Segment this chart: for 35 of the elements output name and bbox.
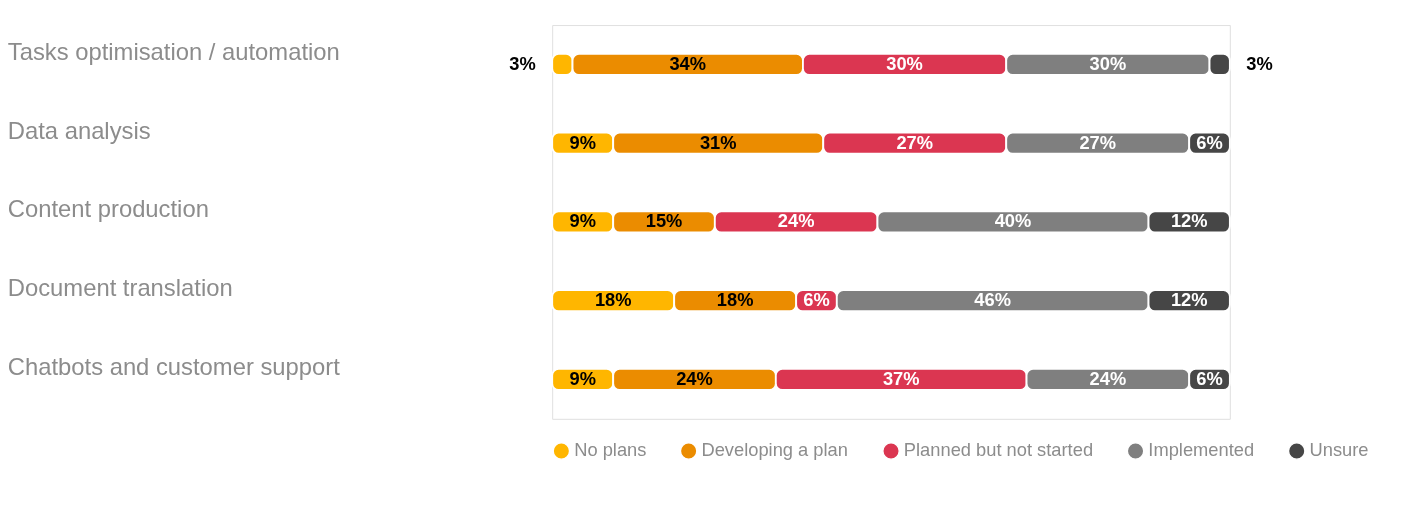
data-label: 34%	[669, 52, 707, 74]
data-label: 9%	[569, 131, 596, 153]
data-label: 24%	[1089, 367, 1127, 389]
y-tick-label: Content production	[7, 195, 209, 223]
data-label: 31%	[699, 131, 737, 153]
data-label: 30%	[1089, 52, 1127, 74]
data-label: 15%	[645, 210, 683, 232]
legend-label: Developing a plan	[701, 439, 848, 461]
data-label: 6%	[803, 289, 830, 311]
legend-label: No plans	[574, 439, 647, 461]
y-tick-label: Document translation	[7, 274, 233, 302]
data-label: 12%	[1170, 289, 1208, 311]
data-label: 3%	[509, 52, 536, 74]
data-label: 27%	[896, 131, 934, 153]
legend-label: Unsure	[1309, 439, 1369, 461]
legend-label: Planned but not started	[903, 439, 1094, 461]
data-label: 6%	[1196, 367, 1223, 389]
data-label: 46%	[974, 289, 1011, 311]
y-tick-label: Tasks optimisation / automation	[7, 37, 340, 65]
data-label: 12%	[1170, 210, 1208, 232]
data-label: 18%	[594, 289, 632, 311]
y-tick-label: Chatbots and customer support	[7, 352, 341, 380]
data-label: 6%	[1196, 131, 1223, 153]
data-label: 40%	[994, 210, 1032, 232]
data-label: 27%	[1079, 131, 1117, 153]
data-label: 9%	[569, 210, 596, 232]
y-tick-label: Data analysis	[7, 116, 151, 144]
data-label: 3%	[1246, 52, 1273, 74]
data-label: 24%	[676, 367, 713, 389]
data-label: 9%	[569, 367, 596, 389]
data-label: 37%	[882, 367, 920, 389]
data-label: 18%	[716, 289, 754, 311]
legend-label: Implemented	[1148, 439, 1255, 461]
data-label: 24%	[777, 210, 815, 232]
data-label: 30%	[886, 52, 923, 74]
